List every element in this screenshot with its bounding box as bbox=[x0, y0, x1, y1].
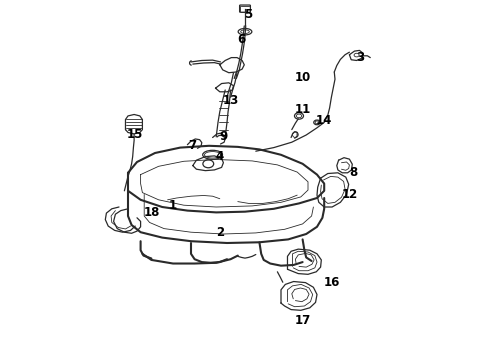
Text: 7: 7 bbox=[189, 139, 197, 152]
Text: 1: 1 bbox=[169, 199, 177, 212]
Text: 15: 15 bbox=[127, 129, 144, 141]
Text: 6: 6 bbox=[237, 33, 245, 46]
Text: 16: 16 bbox=[323, 276, 340, 289]
Text: 4: 4 bbox=[216, 150, 224, 163]
Text: 8: 8 bbox=[349, 166, 357, 179]
Text: 12: 12 bbox=[341, 188, 358, 201]
Text: 14: 14 bbox=[316, 114, 332, 127]
Text: 13: 13 bbox=[222, 94, 239, 107]
Text: 17: 17 bbox=[294, 314, 311, 327]
Text: 10: 10 bbox=[294, 71, 311, 84]
Text: 11: 11 bbox=[294, 103, 311, 116]
Text: 3: 3 bbox=[356, 51, 364, 64]
Text: 18: 18 bbox=[143, 206, 160, 219]
Text: 9: 9 bbox=[220, 130, 227, 143]
Text: 5: 5 bbox=[245, 8, 253, 21]
Text: 2: 2 bbox=[216, 226, 224, 239]
